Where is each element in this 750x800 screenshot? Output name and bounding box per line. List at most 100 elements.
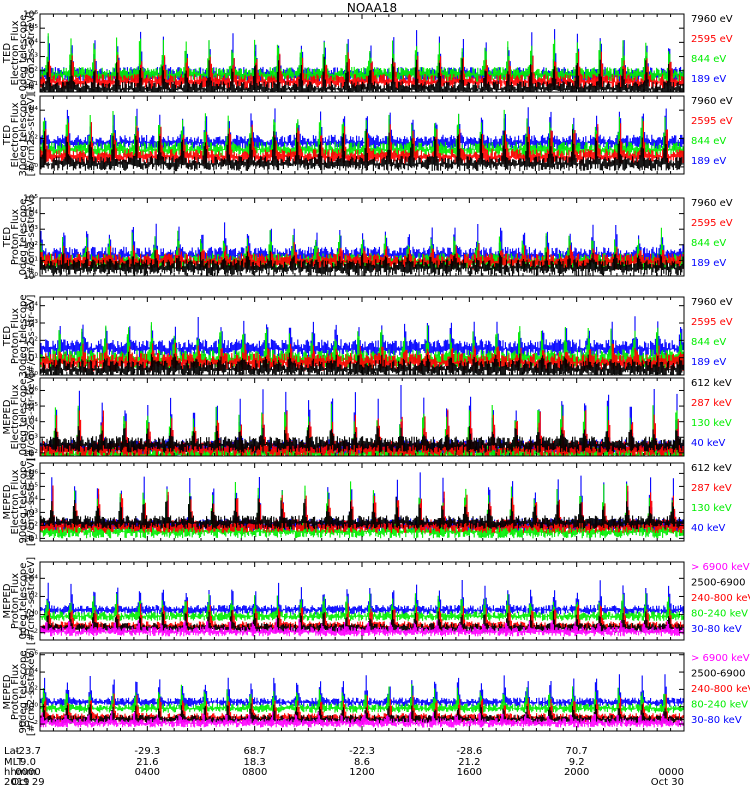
- series-group: [40, 222, 684, 276]
- x-row-label: 2019: [4, 777, 29, 788]
- y-tick-label: 10⁴: [23, 106, 38, 116]
- y-axis-label-line: TED: [2, 227, 13, 248]
- y-axis-label-line: Proton Flux: [10, 573, 21, 629]
- y-axis-label-line: MEPED: [2, 674, 13, 709]
- y-tick-label: 10²: [23, 336, 38, 346]
- x-tick-label: -22.3: [349, 746, 375, 757]
- series-group: [40, 316, 684, 375]
- legend-entry: 130 keV: [691, 503, 732, 514]
- series-black: [40, 250, 684, 276]
- legend-entry: > 6900 keV: [691, 562, 750, 573]
- y-axis-label-line: [#/cm2-s-str-keV]: [26, 458, 37, 546]
- series-black: [40, 425, 684, 453]
- y-tick-label: 10²: [23, 685, 38, 695]
- x-tick-label: 21.2: [458, 757, 480, 768]
- y-axis-label-line: 30deg telescope: [18, 93, 29, 176]
- x-tick-label: 2000: [564, 767, 589, 778]
- y-tick-label: 10⁰: [23, 611, 38, 621]
- legend-entry: 189 eV: [691, 357, 726, 368]
- legend-entry: 2595 eV: [691, 116, 733, 127]
- legend-entry: 287 keV: [691, 398, 732, 409]
- legend-entry: > 6900 keV: [691, 653, 750, 664]
- y-axis-label-line: Proton Flux: [10, 209, 21, 265]
- y-axis-label-line: 0deg telescope: [18, 15, 29, 92]
- x-tick-label: 0000: [15, 767, 40, 778]
- series-group: [40, 107, 684, 172]
- y-tick-label: 10⁴: [23, 38, 38, 48]
- y-axis-label-line: TED: [2, 326, 13, 347]
- y-axis-label-line: 90deg telescope: [18, 460, 29, 543]
- x-tick-label: 0000: [659, 767, 684, 778]
- series-black: [40, 56, 684, 92]
- legend-entry: 7960 eV: [691, 14, 733, 25]
- y-axis-label-line: [#/cm2-s-str-eV]: [26, 196, 37, 279]
- x-tick-label: Oct 29: [11, 777, 44, 788]
- x-tick-label: -28.6: [456, 746, 482, 757]
- series-magenta: [40, 618, 684, 637]
- legend-entry: 240-800 keV: [691, 593, 750, 604]
- y-tick-label: 10¹: [23, 534, 38, 544]
- y-axis-label-line: Electron Flux: [10, 102, 21, 167]
- x-tick-label: 68.7: [244, 746, 266, 757]
- y-axis-label-line: 0deg telescope: [18, 379, 29, 456]
- legend-entry: 80-240 keV: [691, 700, 748, 711]
- legend-entry: 844 eV: [691, 136, 726, 147]
- y-tick-label: 10¹: [23, 354, 38, 364]
- y-axis-label-line: Electron Flux: [10, 20, 21, 85]
- legend-entry: 844 eV: [691, 337, 726, 348]
- series-blue: [40, 580, 684, 615]
- y-tick-label: 10⁰: [23, 272, 38, 282]
- y-tick-label: 10⁴: [23, 302, 38, 312]
- y-tick-label: 10²: [23, 67, 38, 77]
- y-axis-label-line: MEPED: [2, 583, 13, 618]
- y-tick-label: 10²: [23, 449, 38, 459]
- y-axis-label-line: MEPED: [2, 484, 13, 519]
- y-tick-label: 10⁻²: [18, 720, 38, 730]
- series-group: [40, 29, 684, 92]
- y-axis-label-line: 90deg telescope: [18, 650, 29, 733]
- y-tick-label: 10⁵: [23, 482, 38, 492]
- legend-entry: 2595 eV: [691, 317, 733, 328]
- x-tick-label: Oct 30: [651, 777, 684, 788]
- y-tick-label: 10⁶: [23, 469, 38, 479]
- legend-entry: 2500-6900: [691, 578, 746, 589]
- y-tick-label: 10⁴: [23, 668, 38, 678]
- y-axis-label-line: Electron Flux: [10, 469, 21, 534]
- y-tick-label: 10⁻²: [18, 629, 38, 639]
- x-tick-label: 9.0: [20, 757, 36, 768]
- y-axis-label-line: 30deg telescope: [18, 294, 29, 377]
- legend-entry: 189 eV: [691, 258, 726, 269]
- legend-entry: 30-80 keV: [691, 624, 742, 635]
- y-axis-label-line: [#/cm2-s-str-keV]: [26, 648, 37, 736]
- legend-entry: 40 keV: [691, 438, 725, 449]
- y-tick-label: 10⁰: [23, 703, 38, 713]
- legend-entry: 189 eV: [691, 74, 726, 85]
- x-tick-label: 70.7: [566, 746, 588, 757]
- y-axis-label-line: 0deg telescope: [18, 199, 29, 276]
- y-axis-label-line: [#/cm2-s-str-eV]: [26, 12, 37, 95]
- y-axis-label-line: [#/cm2-s-str-keV]: [26, 373, 37, 461]
- y-tick-label: 10⁰: [23, 371, 38, 381]
- y-axis-label-line: [#/cm2-s-str-keV]: [26, 557, 37, 645]
- series-green: [40, 593, 684, 621]
- y-tick-label: 10⁴: [23, 495, 38, 505]
- legend-entry: 844 eV: [691, 238, 726, 249]
- legend-entry: 612 keV: [691, 463, 732, 474]
- legend-entry: 30-80 keV: [691, 715, 742, 726]
- y-axis-label-line: Proton Flux: [10, 308, 21, 364]
- y-tick-label: 10⁵: [23, 24, 38, 34]
- x-row-label: Lat: [4, 746, 20, 757]
- y-tick-label: 10³: [23, 433, 38, 443]
- y-axis-label-line: [#/cm2-s-str-eV]: [26, 94, 37, 177]
- y-tick-label: 10²: [23, 241, 38, 251]
